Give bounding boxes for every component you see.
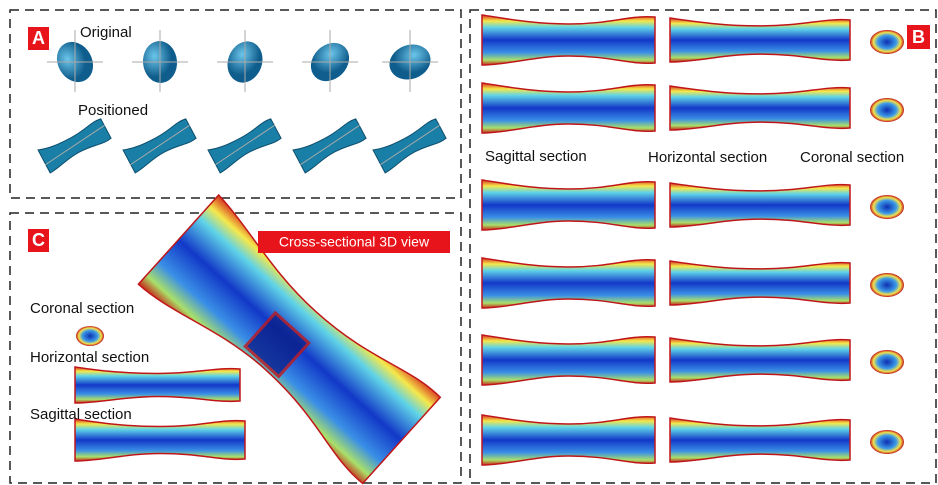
coronal-section xyxy=(870,195,904,219)
coronal-section xyxy=(870,98,904,122)
bone-section xyxy=(482,258,655,308)
section-label: Sagittal section xyxy=(30,406,132,423)
bone-section xyxy=(482,180,655,230)
section-label: Sagittal section xyxy=(485,148,587,165)
bone-section xyxy=(482,415,655,465)
coronal-section xyxy=(870,30,904,54)
coronal-section xyxy=(76,326,104,346)
images xyxy=(38,15,904,485)
section-label: Coronal section xyxy=(30,300,134,317)
bone-section xyxy=(670,418,850,462)
page: A Original Positioned B Sagittal section… xyxy=(0,0,938,485)
section-label: Horizontal section xyxy=(648,149,767,166)
bone-section xyxy=(670,338,850,382)
panel-label: B xyxy=(912,27,925,47)
row-label: Original xyxy=(80,24,132,41)
bone-section xyxy=(670,86,850,130)
bone-section xyxy=(75,367,240,403)
bone-section xyxy=(482,335,655,385)
coronal-section xyxy=(870,273,904,297)
bone-section xyxy=(75,419,245,461)
panel-title: Cross-sectional 3D view xyxy=(279,234,430,250)
section-label: Coronal section xyxy=(800,149,904,166)
bone-section xyxy=(670,18,850,62)
bone-section xyxy=(482,83,655,133)
section-label: Horizontal section xyxy=(30,349,149,366)
panel-b-frame xyxy=(470,10,936,483)
bone-section xyxy=(482,15,655,65)
figure: A Original Positioned B Sagittal section… xyxy=(0,0,938,485)
row-label: Positioned xyxy=(78,102,148,119)
coronal-section xyxy=(870,350,904,374)
bone-section xyxy=(670,261,850,305)
panel-label: C xyxy=(32,230,45,250)
panel-label: A xyxy=(32,28,45,48)
coronal-section xyxy=(870,430,904,454)
bone-section xyxy=(670,183,850,227)
